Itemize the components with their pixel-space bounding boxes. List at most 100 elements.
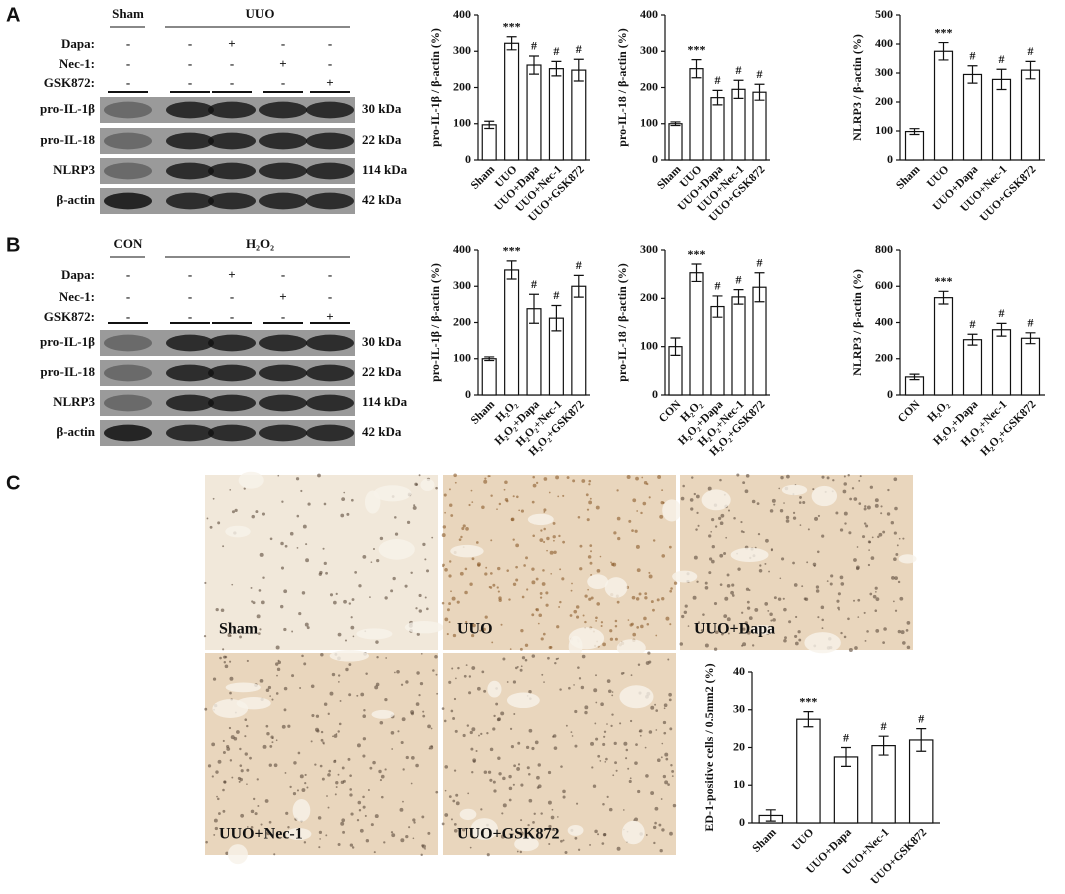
cell-dot bbox=[652, 825, 657, 830]
error-bar bbox=[551, 304, 562, 332]
cell-dot bbox=[362, 805, 366, 809]
cell-dot bbox=[327, 773, 331, 777]
cell-dot bbox=[562, 789, 566, 794]
treatment-sign: - bbox=[230, 309, 234, 324]
cell-dot bbox=[234, 508, 238, 512]
treatment-sign: - bbox=[188, 56, 192, 71]
cell-dot bbox=[289, 531, 294, 536]
cell-dot bbox=[570, 731, 573, 734]
blot-band bbox=[208, 424, 256, 442]
cell-dot bbox=[764, 602, 769, 606]
cell-dot bbox=[516, 495, 519, 499]
cell-dot bbox=[547, 800, 552, 805]
treatment-sign: - bbox=[230, 289, 234, 304]
cell-dot bbox=[342, 830, 346, 834]
cell-dot bbox=[531, 500, 535, 504]
cell-dot bbox=[428, 747, 431, 750]
cell-dot bbox=[250, 809, 255, 814]
cell-dot bbox=[543, 508, 547, 512]
cell-dot bbox=[628, 519, 632, 523]
cell-dot bbox=[661, 554, 666, 558]
cell-dot bbox=[568, 686, 571, 690]
cell-dot bbox=[697, 621, 701, 624]
cell-dot bbox=[405, 755, 409, 760]
cell-dot bbox=[528, 772, 531, 776]
cell-dot bbox=[536, 786, 540, 789]
cell-dot bbox=[317, 816, 322, 820]
cell-dot bbox=[227, 633, 232, 637]
cell-dot bbox=[444, 511, 446, 514]
cell-dot bbox=[595, 737, 599, 741]
error-bar bbox=[967, 65, 978, 84]
cell-dot bbox=[481, 670, 485, 674]
cell-dot bbox=[894, 576, 898, 580]
cell-dot bbox=[337, 730, 340, 733]
cell-dot bbox=[897, 580, 901, 584]
error-bar bbox=[733, 79, 744, 99]
cell-dot bbox=[372, 547, 376, 551]
cell-dot bbox=[829, 582, 833, 586]
cell-dot bbox=[870, 556, 875, 560]
cell-dot bbox=[497, 590, 500, 593]
band-label: pro-IL-18 bbox=[40, 132, 95, 147]
cell-dot bbox=[265, 724, 269, 728]
cell-dot bbox=[204, 581, 207, 585]
cell-dot bbox=[693, 555, 698, 560]
cell-dot bbox=[246, 783, 248, 785]
cell-dot bbox=[379, 720, 384, 725]
cell-dot bbox=[334, 759, 337, 762]
cell-dot bbox=[906, 645, 911, 650]
cell-dot bbox=[469, 582, 473, 586]
cell-dot bbox=[287, 724, 291, 728]
cell-dot bbox=[600, 624, 603, 628]
cell-dot bbox=[780, 475, 784, 480]
group-label: CON bbox=[114, 236, 144, 251]
cell-dot bbox=[751, 499, 756, 504]
x-tick-label: CON bbox=[896, 398, 923, 425]
lumen bbox=[587, 574, 609, 590]
cell-dot bbox=[595, 505, 600, 510]
cell-dot bbox=[426, 607, 429, 611]
cell-dot bbox=[639, 729, 643, 733]
cell-dot bbox=[648, 571, 651, 574]
cell-dot bbox=[523, 564, 526, 567]
cell-dot bbox=[660, 798, 663, 800]
cell-dot bbox=[364, 814, 367, 817]
cell-dot bbox=[803, 597, 807, 601]
cell-dot bbox=[412, 505, 417, 510]
treatment-sign: - bbox=[188, 267, 192, 282]
cell-dot bbox=[271, 698, 274, 701]
cell-dot bbox=[562, 494, 565, 497]
cell-dot bbox=[422, 542, 426, 547]
lumen bbox=[621, 820, 645, 845]
cell-dot bbox=[586, 518, 590, 522]
cell-dot bbox=[629, 777, 632, 780]
y-tick-label: 300 bbox=[875, 65, 893, 79]
cell-dot bbox=[291, 674, 295, 678]
cell-dot bbox=[421, 815, 425, 819]
cell-dot bbox=[727, 509, 731, 512]
cell-dot bbox=[713, 601, 718, 606]
cell-dot bbox=[874, 503, 879, 508]
cell-dot bbox=[296, 547, 299, 549]
y-tick-label: 400 bbox=[875, 314, 893, 328]
cell-dot bbox=[896, 544, 899, 547]
cell-dot bbox=[594, 829, 598, 834]
cell-dot bbox=[590, 573, 593, 576]
cell-dot bbox=[512, 680, 517, 684]
lumen bbox=[527, 513, 554, 526]
cell-dot bbox=[590, 741, 595, 746]
cell-dot bbox=[229, 691, 232, 695]
cell-dot bbox=[362, 554, 367, 559]
lumen bbox=[227, 844, 248, 865]
cell-dot bbox=[782, 597, 785, 600]
cell-dot bbox=[520, 509, 524, 513]
blot-band bbox=[306, 162, 354, 180]
cell-dot bbox=[453, 822, 457, 826]
cell-dot bbox=[451, 667, 454, 670]
cell-dot bbox=[508, 598, 511, 601]
cell-dot bbox=[304, 782, 307, 785]
cell-dot bbox=[667, 783, 670, 786]
error-bar bbox=[691, 263, 702, 283]
cell-dot bbox=[318, 572, 322, 576]
